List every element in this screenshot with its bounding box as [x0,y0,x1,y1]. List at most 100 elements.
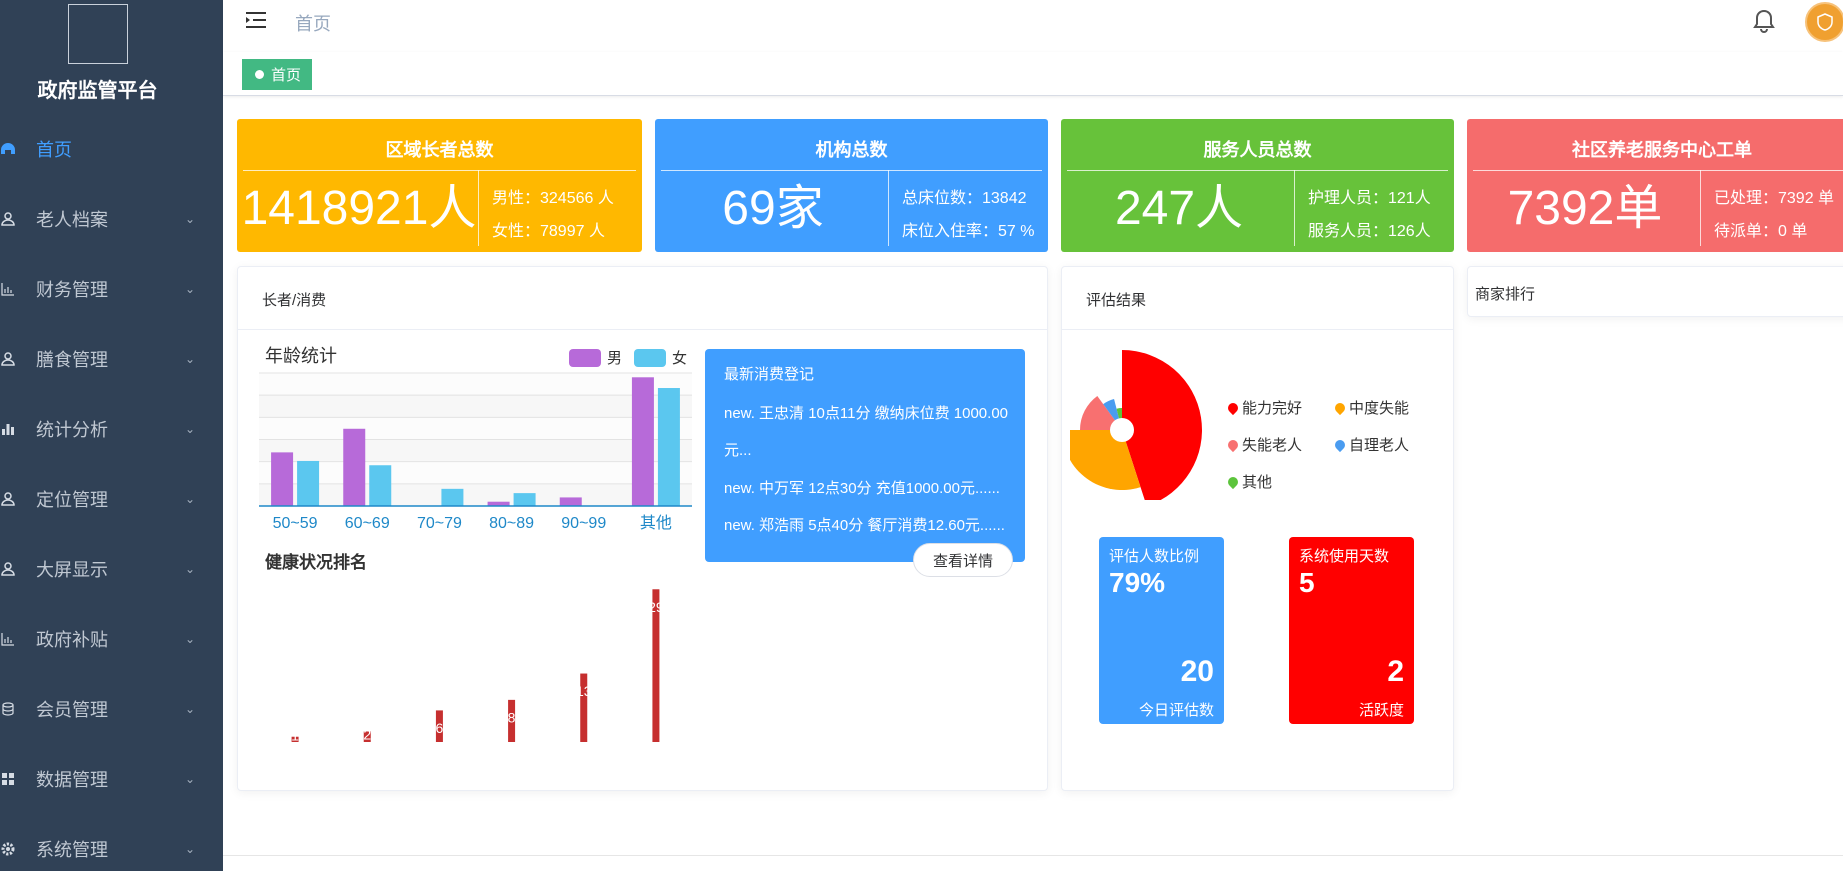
sidebar-item-label: 财务管理 [36,280,108,300]
sidebar-item-system[interactable]: 系统管理 ⌄ [0,814,223,871]
age-bar-male [343,428,366,506]
chevron-down-icon: ⌄ [184,212,195,226]
legend-moderate-disability[interactable]: 中度失能 [1332,397,1410,418]
stat-sub-female: 女性：78997 人 [492,223,605,240]
tags-view: 首页 [223,52,1843,96]
grid-icon [0,771,16,787]
app-title: 政府监管平台 [37,80,158,102]
stat-sub-pending: 待派单：0 单 [1714,223,1808,240]
age-chart-x-label: 70~79 [417,515,462,532]
legend-label: 自理老人 [1349,437,1410,454]
legend-label: 中度失能 [1349,400,1410,417]
sidebar-item-label: 老人档案 [36,210,108,230]
tab-home[interactable]: 首页 [242,59,313,90]
chevron-down-icon: ⌄ [184,562,195,576]
panel-title: 商家排行 [1475,286,1536,303]
age-chart: 年龄统计 男 女 50~59 60~69 70~79 80~89 90~99 其他 [259,346,692,532]
health-bar-label: 8 [508,709,516,725]
sidebar-item-finance[interactable]: 财务管理 ⌄ [0,254,223,324]
age-chart-x-label: 60~69 [345,515,390,532]
consumption-records: 最新消费登记 new. 王忠清 10点11分 缴纳床位费 1000.00 元..… [705,349,1025,562]
panel-title: 评估结果 [1086,292,1147,309]
stat-value: 247人 [1114,182,1244,235]
chevron-down-icon: ⌄ [184,492,195,506]
sidebar-item-elder-archive[interactable]: 老人档案 ⌄ [0,184,223,254]
stat-sub-male: 男性：324566 人 [492,190,614,207]
sidebar-item-label: 政府补贴 [36,630,108,650]
age-chart-x-labels: 50~59 60~69 70~79 80~89 90~99 其他 [273,514,672,532]
bell-icon[interactable] [1751,8,1777,34]
legend-other[interactable]: 其他 [1225,471,1272,492]
age-bar-male [271,452,294,506]
stat-sub-occupancy: 床位入住率：57 % [902,223,1035,240]
stat-card-staff: 服务人员总数 247人 护理人员：121人 服务人员：126人 [1061,119,1454,252]
health-chart: 健康状况排名 1 2 6 8 13 29 [265,552,664,744]
sidebar-item-location[interactable]: 定位管理 ⌄ [0,464,223,534]
consumption-record[interactable]: new. 郑浩雨 5点40分 餐厅消费12.60元...... [724,517,1005,534]
legend-female-label: 女 [672,349,687,367]
user-icon [0,491,16,507]
stat-title: 服务人员总数 [1203,140,1312,160]
consumption-record[interactable]: new. 中万军 12点30分 充值1000.00元...... [724,480,1000,497]
divider [243,170,636,171]
divider [1067,170,1448,171]
age-chart-title: 年龄统计 [265,346,337,366]
sidebar-item-label: 数据管理 [36,770,108,790]
avatar[interactable] [1805,2,1843,42]
legend-ability-good[interactable]: 能力完好 [1225,397,1302,418]
gear-icon [0,841,16,857]
sidebar-item-subsidy[interactable]: 政府补贴 ⌄ [0,604,223,674]
chevron-down-icon: ⌄ [184,702,195,716]
sidebar-item-label: 定位管理 [36,490,108,510]
age-chart-x-label: 90~99 [561,515,606,532]
divider [661,170,1042,171]
pin-icon [1332,437,1348,452]
user-icon [0,211,16,227]
health-chart-bars: 1 2 6 8 13 29 [291,589,664,744]
stat-sub-nurses: 护理人员：121人 [1308,190,1431,207]
metric-value: 5 [1299,567,1315,598]
panel-merchant-ranking: 商家排行 [1467,266,1843,317]
age-bar-female [657,388,680,506]
chart-icon [0,631,16,647]
stat-card-work-orders: 社区养老服务中心工单 7392单 已处理：7392 单 待派单：0 单 [1467,119,1843,252]
health-bar-label: 13 [576,683,592,699]
age-chart-band [259,417,692,440]
pin-icon [1225,400,1241,415]
legend-label: 失能老人 [1242,437,1303,454]
legend-disabled-elder[interactable]: 失能老人 [1225,434,1303,455]
stat-sub-beds: 总床位数：13842 [902,190,1027,207]
consumption-record[interactable]: new. 王忠清 10点11分 缴纳床位费 1000.00 [724,405,1009,422]
age-chart-band [259,439,692,462]
sidebar-item-label: 膳食管理 [36,350,108,370]
metric-system-days: 系统使用天数 5 2 活跃度 [1289,537,1414,724]
sidebar-item-meals[interactable]: 膳食管理 ⌄ [0,324,223,394]
stat-title: 社区养老服务中心工单 [1572,140,1752,160]
pin-icon [1225,474,1241,489]
metric-value: 79% [1109,567,1166,598]
sidebar-item-big-screen[interactable]: 大屏显示 ⌄ [0,534,223,604]
pin-icon [1332,400,1348,415]
age-chart-x-label: 80~89 [489,515,534,532]
logo-image [68,4,128,64]
active-dot [255,70,264,79]
chevron-down-icon: ⌄ [184,632,195,646]
health-bar [580,673,588,742]
stat-sub-processed: 已处理：7392 单 [1714,190,1835,207]
user-icon [0,561,16,577]
legend-self-care-elder[interactable]: 自理老人 [1332,434,1410,455]
consumption-record[interactable]: 元... [724,442,752,459]
menu-toggle-icon[interactable] [245,11,267,29]
metric-footer: 活跃度 [1358,702,1404,719]
breadcrumb[interactable]: 首页 [295,14,331,34]
view-details-button[interactable]: 查看详情 [913,543,1013,577]
pie-slice [1080,396,1122,430]
sidebar-item-members[interactable]: 会员管理 ⌄ [0,674,223,744]
age-bar-female [369,465,392,506]
pie-slice [1070,430,1141,490]
sidebar-item-statistics[interactable]: 统计分析 ⌄ [0,394,223,464]
sidebar-item-data[interactable]: 数据管理 ⌄ [0,744,223,814]
health-chart-title: 健康状况排名 [265,552,367,572]
sidebar-item-home[interactable]: 首页 [0,114,223,184]
age-chart-band [259,395,692,418]
